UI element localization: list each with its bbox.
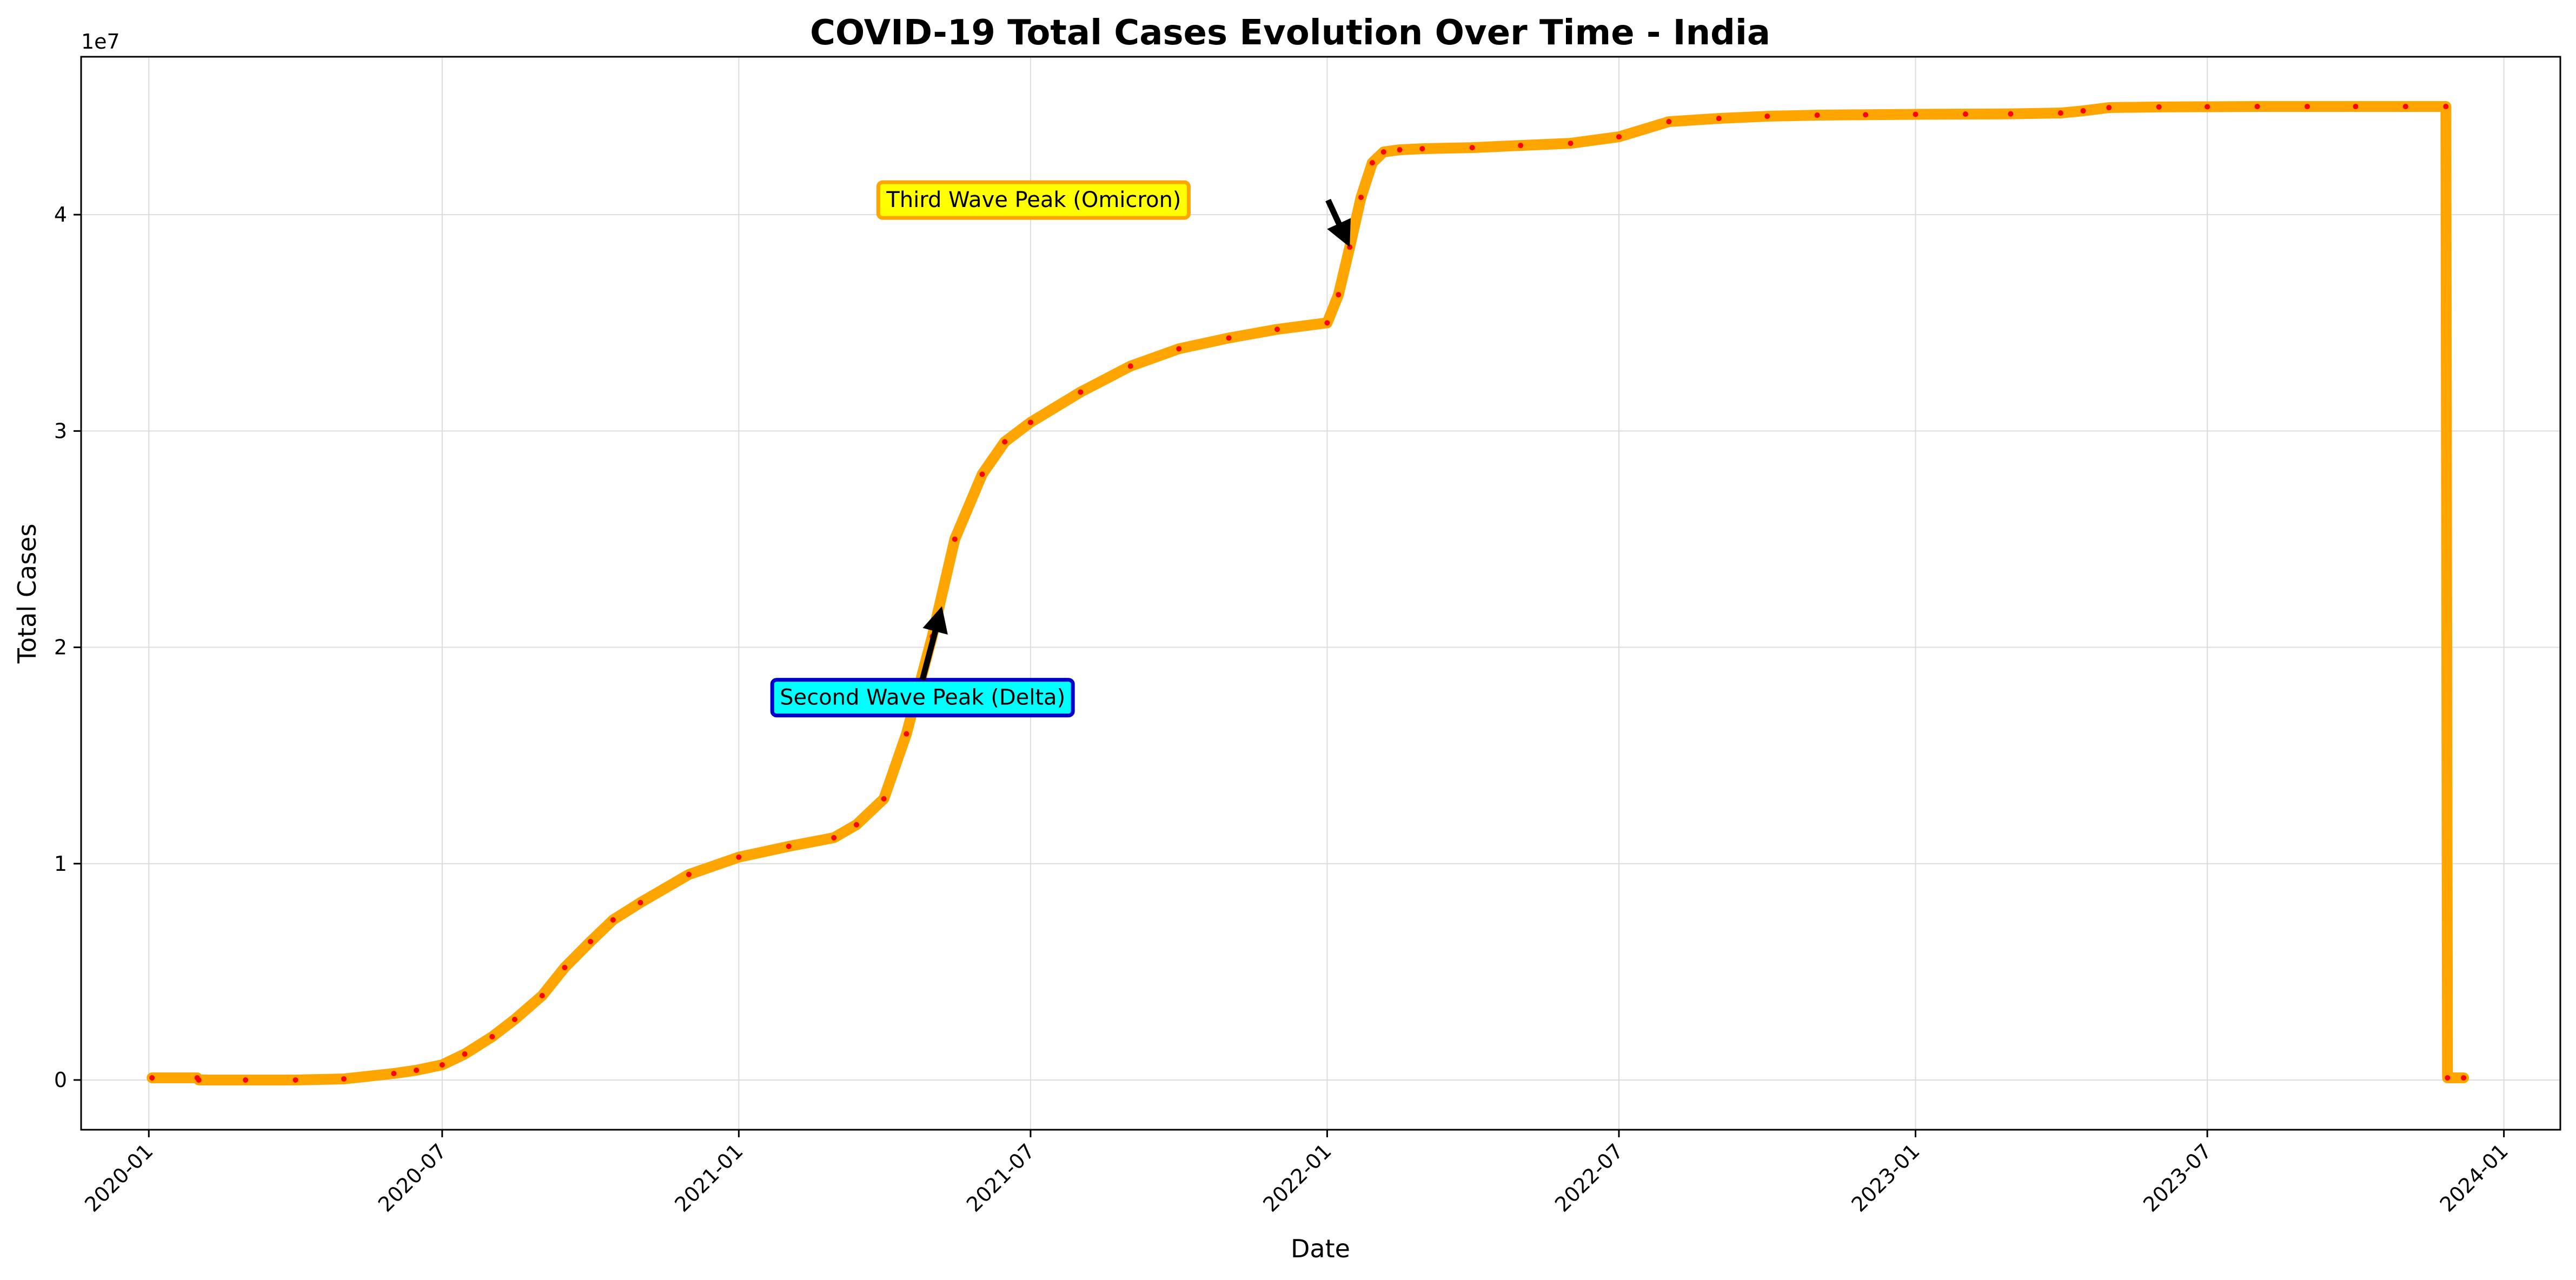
data-point bbox=[2008, 111, 2014, 117]
data-point bbox=[1369, 160, 1375, 166]
y-tick-label: 3 bbox=[54, 419, 67, 443]
data-point bbox=[610, 917, 616, 923]
data-point bbox=[2304, 104, 2310, 110]
data-point bbox=[1027, 419, 1033, 425]
data-point bbox=[2443, 104, 2449, 110]
x-axis-title: Date bbox=[1291, 1234, 1350, 1263]
data-point bbox=[1336, 292, 1342, 298]
data-point bbox=[414, 1067, 420, 1073]
data-point bbox=[2057, 110, 2063, 116]
data-point bbox=[293, 1077, 298, 1083]
data-point bbox=[1962, 111, 1968, 117]
data-point bbox=[904, 731, 909, 737]
annotation-label: Second Wave Peak (Delta) bbox=[780, 685, 1065, 710]
plot-frame bbox=[80, 56, 2561, 1131]
data-point bbox=[1666, 119, 1672, 125]
data-point bbox=[196, 1077, 202, 1083]
data-point bbox=[1380, 149, 1386, 155]
data-point bbox=[1078, 389, 1084, 395]
data-point bbox=[1616, 134, 1622, 140]
data-point bbox=[1469, 145, 1475, 151]
data-point bbox=[1127, 363, 1133, 369]
data-point bbox=[1913, 111, 1918, 117]
data-point bbox=[1274, 326, 1280, 332]
data-point bbox=[1226, 335, 1232, 341]
data-point bbox=[391, 1070, 397, 1076]
annotations: Second Wave Peak (Delta) Third Wave Peak … bbox=[770, 180, 1351, 718]
data-point bbox=[562, 964, 568, 970]
data-point bbox=[831, 835, 837, 841]
data-point bbox=[1568, 141, 1574, 146]
y-axis-title: Total Cases bbox=[12, 524, 42, 664]
data-point bbox=[1518, 143, 1524, 149]
y-offset-label: 1e7 bbox=[81, 30, 120, 54]
data-point bbox=[243, 1077, 249, 1083]
data-point bbox=[1863, 112, 1869, 118]
data-point bbox=[2106, 105, 2112, 111]
data-point bbox=[341, 1076, 347, 1082]
annotation-arrow bbox=[1325, 198, 1351, 248]
data-point bbox=[1324, 320, 1330, 326]
data-point bbox=[881, 796, 887, 802]
data-point bbox=[979, 471, 985, 477]
data-point bbox=[489, 1034, 495, 1039]
data-point bbox=[149, 1075, 155, 1081]
data-point bbox=[638, 899, 643, 905]
data-point bbox=[2080, 108, 2086, 114]
data-point bbox=[2402, 104, 2408, 110]
data-point bbox=[1176, 346, 1182, 352]
data-series bbox=[147, 101, 2469, 1085]
data-point bbox=[1764, 114, 1770, 119]
data-point bbox=[853, 822, 859, 828]
data-point bbox=[2353, 104, 2359, 110]
data-point bbox=[512, 1016, 517, 1022]
data-point bbox=[1814, 112, 1820, 118]
data-point bbox=[786, 843, 792, 849]
y-tick-label: 4 bbox=[54, 203, 67, 226]
data-point bbox=[1397, 147, 1403, 153]
data-point bbox=[2205, 104, 2210, 110]
data-point bbox=[2445, 1075, 2451, 1081]
data-point bbox=[2156, 104, 2162, 110]
y-tick-label: 0 bbox=[54, 1068, 67, 1092]
data-point bbox=[736, 854, 742, 860]
data-point bbox=[952, 536, 958, 542]
data-point bbox=[588, 938, 594, 944]
data-point bbox=[2461, 1075, 2467, 1081]
grid bbox=[81, 57, 2560, 1130]
data-point bbox=[1358, 195, 1364, 201]
data-point bbox=[2254, 104, 2260, 110]
y-tick-label: 2 bbox=[54, 636, 67, 659]
data-point bbox=[1419, 146, 1425, 152]
y-tick-label: 1 bbox=[54, 852, 67, 876]
data-point bbox=[462, 1051, 468, 1057]
data-point bbox=[1716, 116, 1722, 122]
data-point bbox=[439, 1062, 445, 1068]
annotation-arrow bbox=[919, 606, 948, 681]
annotation-label: Third Wave Peak (Omicron) bbox=[886, 188, 1181, 212]
chart-title: COVID-19 Total Cases Evolution Over Time… bbox=[810, 13, 1770, 53]
series-line bbox=[147, 101, 2469, 1085]
annotation-box bbox=[876, 180, 1191, 220]
data-point bbox=[1002, 439, 1008, 445]
data-point bbox=[539, 992, 545, 998]
data-point bbox=[686, 871, 692, 877]
